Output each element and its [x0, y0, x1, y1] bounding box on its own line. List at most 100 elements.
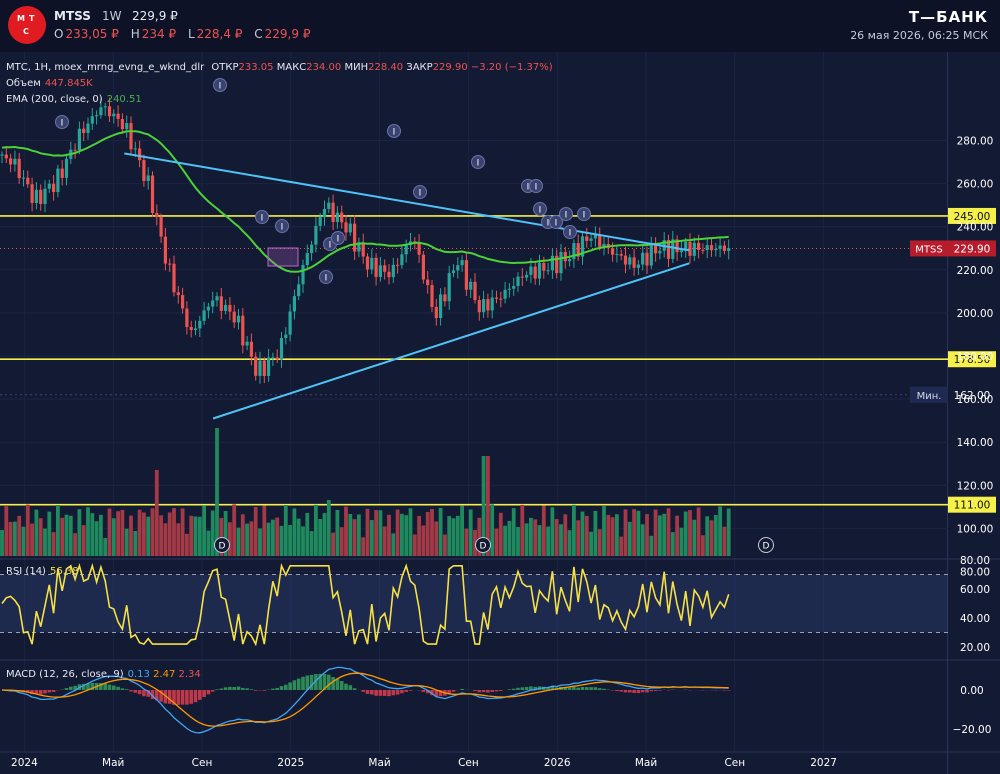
volume-bar: [210, 510, 215, 556]
candle-body: [86, 123, 90, 133]
macd-hist-bar: [524, 686, 529, 690]
candle-body: [249, 341, 253, 357]
macd-hist-bar: [124, 689, 129, 690]
volume-bar: [262, 505, 267, 556]
macd-hist-bar: [305, 675, 310, 690]
legend-close: 229.90: [432, 62, 468, 73]
macd-hist-bar: [288, 682, 292, 690]
volume-bar: [606, 514, 611, 556]
interval-selector[interactable]: 1W: [102, 9, 122, 23]
volume-bar: [43, 528, 47, 556]
brand-logo: Т—БАНК: [908, 8, 988, 26]
last-price-box: [948, 240, 996, 257]
macd-hist-bar: [137, 690, 142, 695]
marker-letter: I: [527, 183, 530, 193]
candle-body: [159, 217, 163, 237]
candle-body: [275, 357, 279, 360]
volume-bar: [180, 508, 185, 556]
candle-body: [103, 106, 107, 108]
macd-hist-bar: [348, 685, 353, 690]
macd-hist-bar: [387, 690, 391, 697]
legend-open: 233.05: [238, 62, 274, 73]
macd-hist-bar: [219, 688, 224, 690]
volume-bar: [56, 504, 60, 556]
price-chart[interactable]: 245.00 178.50 111.00 Мин. 162.00 MTSS 229.90 I…: [0, 52, 1000, 774]
volume-bar: [275, 517, 280, 556]
candle-body: [267, 357, 271, 376]
candle-body: [378, 265, 382, 277]
main-legend: МТС, 1H, moex_mrng_evng_e_wknd_dlr ОТКР2…: [6, 62, 553, 73]
macd-hist-bar: [550, 686, 555, 690]
rsi-band: [0, 574, 948, 633]
macd-hist-bar: [593, 687, 598, 690]
legend-change: −3.20 (−1.37%): [470, 62, 553, 73]
volume-bar: [563, 514, 568, 556]
candle-body: [494, 297, 499, 299]
level-label-box: [948, 351, 996, 368]
ticker-symbol[interactable]: MTSS: [54, 9, 91, 23]
macd-hist-bar: [81, 683, 86, 690]
marker-letter: I: [393, 128, 396, 138]
macd-hist-bar: [38, 690, 43, 695]
candle-body: [56, 168, 60, 193]
ohlc-readout: O 233,05 ₽ H 234 ₽ L 228,4 ₽ C 229,9 ₽: [54, 27, 318, 41]
candle-body: [675, 239, 679, 253]
macd-hist-bar: [597, 688, 602, 690]
macd-hist-bar: [155, 690, 159, 701]
volume-bar: [615, 514, 619, 556]
volume-bar: [271, 519, 275, 556]
macd-hist-bar: [658, 690, 662, 691]
volume-bar: [387, 514, 391, 556]
volume-bar: [718, 506, 722, 556]
macd-hist-bar: [206, 690, 211, 695]
ema-legend: EMA (200, close, 0) 240.51: [6, 94, 142, 105]
price-tick-label: 220.00: [957, 265, 994, 277]
time-tick-label: Май: [635, 757, 657, 769]
volume-bar: [382, 526, 387, 556]
time-tick-label: 2026: [544, 757, 571, 769]
dividend-marker-i: [413, 185, 427, 199]
min-value: 162.00: [954, 390, 991, 402]
candle-body: [60, 168, 64, 178]
macd-hist-bar: [296, 678, 301, 690]
volume-bar: [219, 517, 224, 556]
candle-body: [357, 242, 361, 252]
candle-body: [163, 236, 167, 264]
candle-body: [211, 300, 215, 307]
marker-letter: I: [281, 223, 284, 233]
macd-hist-bar: [322, 674, 327, 690]
candle-body: [206, 306, 210, 311]
rsi-pane: 80.00 60.00 40.00 20.00: [0, 555, 1000, 654]
macd-legend: MACD (12, 26, close, 9) 0.13 2.47 2.34: [6, 669, 201, 680]
candle-body: [499, 298, 503, 300]
candle-body: [516, 276, 520, 287]
ema-value: 240.51: [106, 94, 142, 105]
volume-bar: [64, 514, 69, 556]
volume-bar: [524, 523, 529, 556]
candle-body: [636, 264, 640, 268]
rsi-legend: RSI (14) 56.38: [6, 566, 79, 577]
volume-bar: [365, 508, 370, 556]
dividend-marker-d: [758, 537, 774, 553]
volume-bar: [154, 470, 159, 556]
volume-bar: [120, 509, 125, 556]
dividend-marker-i: [559, 207, 573, 221]
macd-hist-bar: [198, 690, 202, 700]
macd-hist-bar: [400, 690, 404, 694]
volume-bar: [451, 518, 456, 556]
volume-bar: [546, 526, 550, 556]
macd-hist-bar: [490, 690, 494, 692]
rsi-value: 56.38: [49, 566, 79, 577]
volume-bar: [511, 508, 516, 556]
macd-hist-bar: [284, 684, 288, 690]
volume-bar: [318, 519, 323, 556]
macd-hist-bar: [339, 680, 344, 690]
time-tick-label: Май: [102, 757, 124, 769]
candle-body: [39, 189, 43, 205]
candle-body: [297, 284, 301, 297]
macd-hist-bar: [361, 690, 365, 692]
volume-bar: [146, 516, 151, 556]
volume-bar: [722, 526, 727, 556]
macd-hist-bar: [120, 688, 125, 690]
candle-body: [73, 149, 77, 151]
